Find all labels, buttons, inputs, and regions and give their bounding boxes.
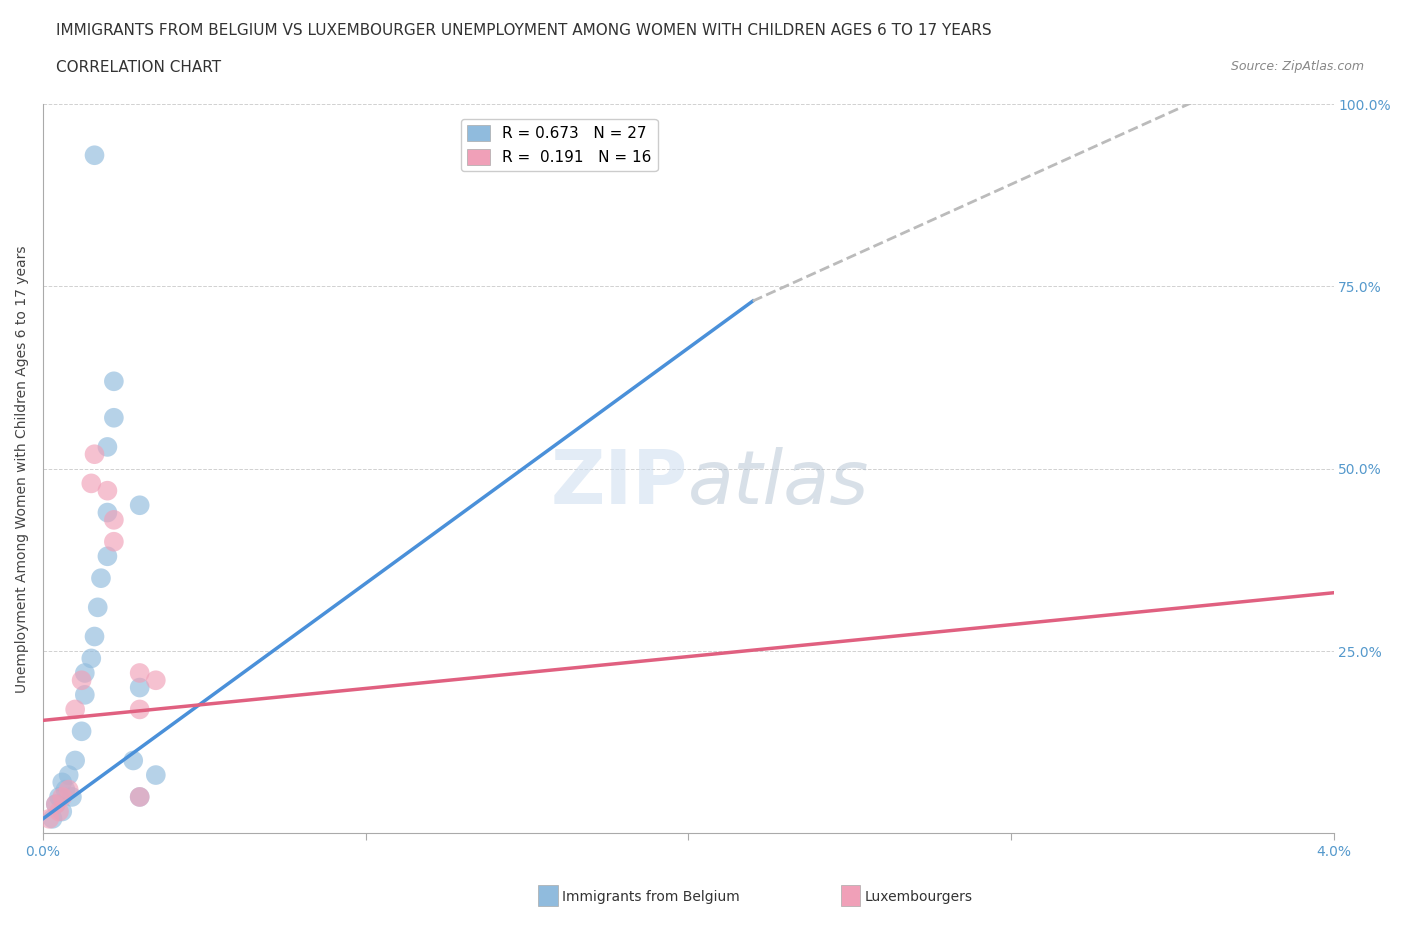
Point <box>80 476 103 491</box>
Point <box>128 680 150 695</box>
Point <box>60 790 83 804</box>
Point <box>103 374 125 389</box>
Point <box>90 571 112 586</box>
Point <box>45 797 67 812</box>
Point <box>48 790 70 804</box>
Point <box>128 498 150 512</box>
Point <box>58 782 80 797</box>
Text: Luxembourgers: Luxembourgers <box>865 890 973 904</box>
Point <box>103 410 125 425</box>
Point <box>122 753 145 768</box>
Point <box>128 702 150 717</box>
Point <box>83 629 105 644</box>
Point <box>55 782 77 797</box>
Text: ZIP: ZIP <box>551 447 688 520</box>
Point <box>63 753 86 768</box>
Text: Immigrants from Belgium: Immigrants from Belgium <box>562 890 740 904</box>
Point <box>48 804 70 819</box>
Point <box>103 534 125 549</box>
Point <box>80 651 103 666</box>
Point <box>128 790 150 804</box>
Text: CORRELATION CHART: CORRELATION CHART <box>56 60 221 75</box>
Point <box>128 790 150 804</box>
Point <box>73 687 96 702</box>
Point <box>70 724 93 738</box>
Point <box>83 446 105 461</box>
Point <box>145 672 167 687</box>
Point <box>103 512 125 527</box>
Text: atlas: atlas <box>688 447 869 519</box>
Point <box>70 672 93 687</box>
Point <box>96 549 118 564</box>
Point <box>58 767 80 782</box>
Point <box>51 790 73 804</box>
Point <box>83 148 105 163</box>
Text: IMMIGRANTS FROM BELGIUM VS LUXEMBOURGER UNEMPLOYMENT AMONG WOMEN WITH CHILDREN A: IMMIGRANTS FROM BELGIUM VS LUXEMBOURGER … <box>56 23 991 38</box>
Point <box>96 484 118 498</box>
Point <box>51 804 73 819</box>
Point <box>45 797 67 812</box>
Point <box>128 666 150 681</box>
Point <box>145 767 167 782</box>
Text: Source: ZipAtlas.com: Source: ZipAtlas.com <box>1230 60 1364 73</box>
Point <box>87 600 110 615</box>
Point <box>96 505 118 520</box>
Legend: R = 0.673   N = 27, R =  0.191   N = 16: R = 0.673 N = 27, R = 0.191 N = 16 <box>461 119 658 171</box>
Point <box>63 702 86 717</box>
Y-axis label: Unemployment Among Women with Children Ages 6 to 17 years: Unemployment Among Women with Children A… <box>15 245 30 693</box>
Point <box>41 811 63 826</box>
Point <box>38 811 60 826</box>
Point <box>51 775 73 790</box>
Point <box>96 440 118 455</box>
Point <box>73 666 96 681</box>
